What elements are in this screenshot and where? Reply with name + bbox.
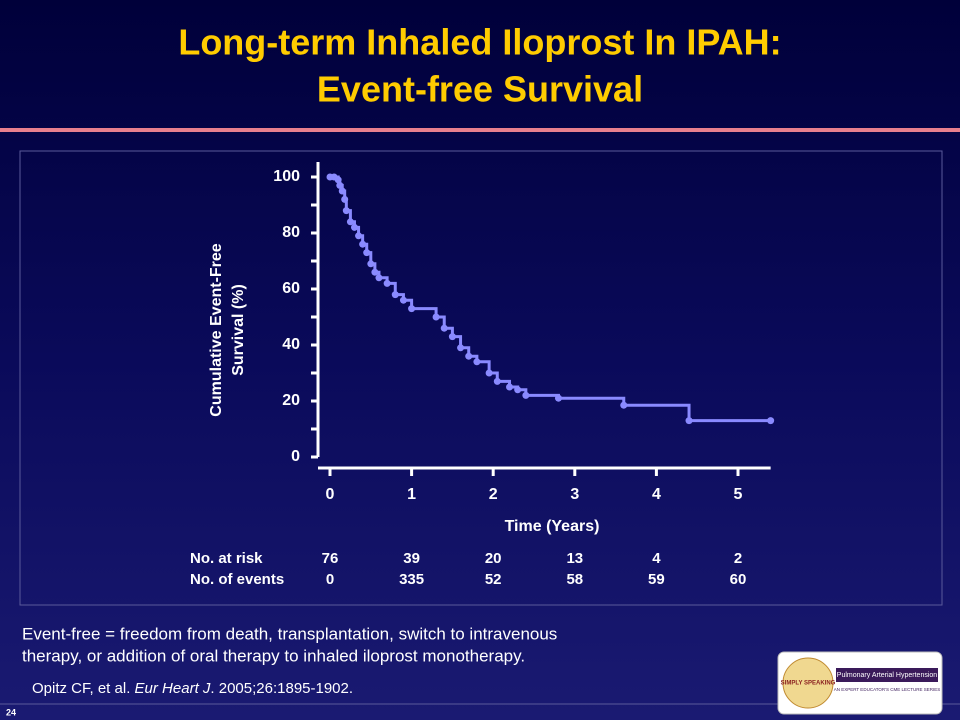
footnote-line: therapy, or addition of oral therapy to …: [22, 646, 525, 665]
y-label-line: Cumulative Event-Free: [208, 243, 225, 416]
censor-mark: [367, 260, 375, 268]
y-tick-label: 20: [282, 392, 300, 409]
censor-mark: [383, 279, 391, 287]
risk-value: 60: [730, 571, 747, 588]
risk-value: 59: [648, 571, 665, 588]
censor-mark: [457, 344, 465, 352]
risk-row-label: No. of events: [190, 571, 284, 588]
title-rule: [0, 128, 960, 132]
censor-mark: [408, 305, 416, 313]
x-tick-label: 4: [652, 486, 661, 503]
censor-mark: [506, 383, 514, 391]
x-tick-label: 2: [489, 486, 498, 503]
x-tick-label: 5: [734, 486, 743, 503]
censor-mark: [350, 223, 358, 231]
censor-mark: [440, 324, 448, 332]
censor-mark: [375, 274, 383, 282]
censor-mark: [371, 268, 379, 276]
y-tick-label: 80: [282, 224, 300, 241]
censor-mark: [554, 394, 562, 402]
censor-mark: [493, 377, 501, 385]
censor-mark: [346, 218, 354, 226]
censor-mark: [465, 352, 473, 360]
censor-mark: [338, 187, 346, 195]
y-tick-label: 0: [291, 448, 300, 465]
x-tick-label: 1: [407, 486, 416, 503]
risk-value: 20: [485, 550, 502, 567]
citation-text: Opitz CF, et al.: [32, 680, 135, 697]
logo-topic: Pulmonary Arterial Hypertension: [837, 672, 937, 679]
censor-mark: [363, 249, 371, 257]
x-axis-label: Time (Years): [505, 518, 600, 535]
risk-value: 58: [566, 571, 583, 588]
risk-value: 0: [326, 571, 334, 588]
footnote-line: Event-free = freedom from death, transpl…: [22, 624, 557, 643]
censor-mark: [685, 417, 693, 425]
citation-journal: Eur Heart J: [135, 680, 211, 697]
risk-value: 39: [403, 550, 420, 567]
y-label-line: Survival (%): [230, 284, 247, 376]
censor-mark: [391, 291, 399, 299]
step-line: [330, 175, 771, 423]
logo-series: AN EXPERT EDUCATOR'S CME LECTURE SERIES: [834, 687, 941, 692]
risk-value: 52: [485, 571, 502, 588]
title-line: Long-term Inhaled Iloprost In IPAH:: [178, 22, 781, 63]
logo-brand: SIMPLY SPEAKING: [781, 681, 836, 687]
censor-mark: [473, 358, 481, 366]
censor-mark: [522, 391, 530, 399]
censor-mark: [620, 401, 628, 409]
risk-row-label: No. at risk: [190, 550, 263, 567]
citation: Opitz CF, et al. Eur Heart J. 2005;26:18…: [32, 680, 353, 697]
censor-mark: [448, 333, 456, 341]
censor-mark: [514, 386, 522, 394]
censor-mark: [341, 195, 349, 203]
y-tick-label: 100: [273, 168, 300, 185]
title-line: Event-free Survival: [317, 69, 643, 110]
y-tick-label: 40: [282, 336, 300, 353]
censor-mark: [342, 207, 350, 215]
censor-mark: [355, 232, 363, 240]
risk-value: 2: [734, 550, 742, 567]
risk-value: 13: [566, 550, 583, 567]
x-tick-label: 3: [570, 486, 579, 503]
logo: SIMPLY SPEAKING Pulmonary Arterial Hyper…: [777, 651, 943, 715]
x-tick-label: 0: [326, 486, 335, 503]
plot-panel: [19, 150, 943, 606]
risk-value: 76: [322, 550, 339, 567]
logo-band: [836, 668, 938, 682]
censor-mark: [359, 240, 367, 248]
citation-text: . 2005;26:1895-1902.: [210, 680, 353, 697]
logo-badge: [782, 657, 834, 709]
page-number: 24: [6, 707, 16, 717]
risk-value: 335: [399, 571, 424, 588]
y-tick-label: 60: [282, 280, 300, 297]
censor-mark: [336, 181, 344, 189]
censor-mark: [432, 313, 440, 321]
censor-mark: [334, 176, 342, 184]
risk-value: 4: [652, 550, 661, 567]
y-axis-label: Cumulative Event-Free Survival (%): [208, 243, 247, 416]
censor-mark: [399, 296, 407, 304]
censor-mark: [767, 417, 775, 425]
censor-mark: [485, 369, 493, 377]
